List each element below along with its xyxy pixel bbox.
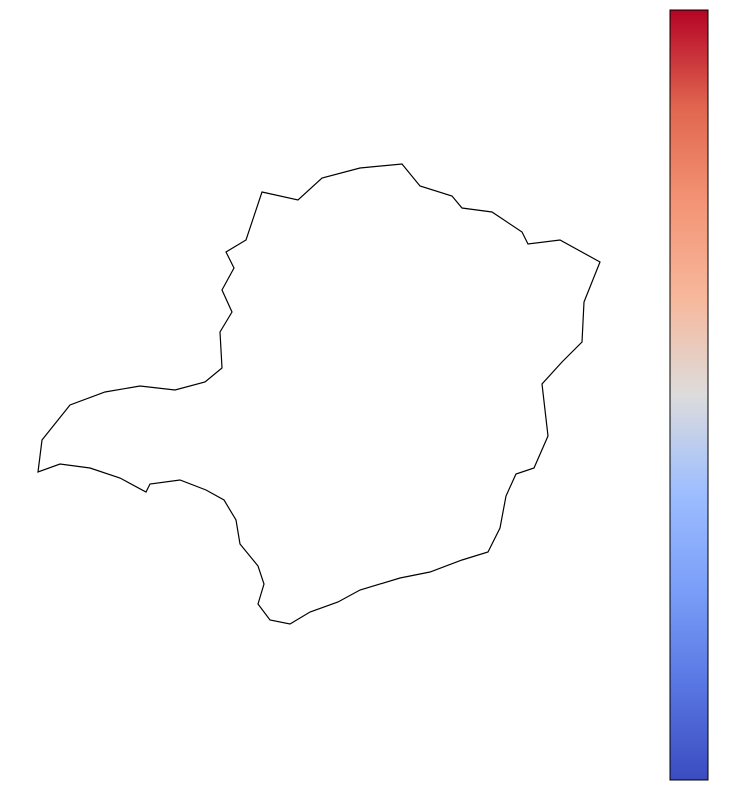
colorbar-gradient [669, 9, 709, 781]
state-outline [37, 163, 601, 625]
choropleth-map [37, 163, 601, 625]
